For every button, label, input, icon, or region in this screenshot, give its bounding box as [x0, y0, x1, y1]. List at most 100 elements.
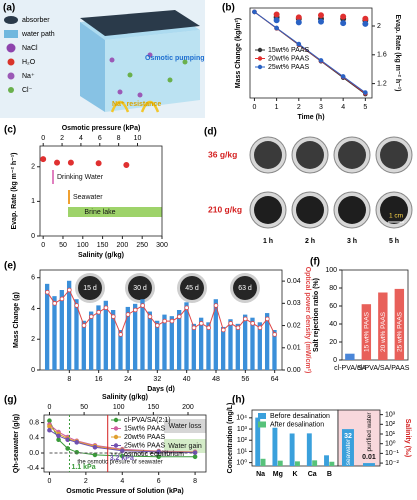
legend-marker: [257, 56, 263, 61]
x-tick-label: 56: [241, 376, 249, 383]
data-point: [59, 296, 65, 302]
bar: [140, 299, 145, 370]
data-point: [52, 301, 57, 306]
x-tick-label: 4: [120, 478, 124, 485]
membrane-side: [105, 30, 200, 112]
bar: [220, 326, 226, 370]
bar: [312, 460, 318, 466]
bar: [147, 311, 152, 370]
data-point: [119, 453, 125, 459]
x-tick-label: 50: [80, 404, 88, 411]
data-point: [89, 314, 94, 319]
data-point: [47, 427, 52, 433]
y-tick-label: 1: [31, 198, 35, 205]
x-tick-label: 6: [157, 478, 161, 485]
legend-label: After desalination: [270, 421, 324, 428]
bar: [169, 316, 174, 370]
y-tick-label: 60: [329, 303, 337, 310]
data-point: [40, 156, 47, 163]
bar: [44, 283, 50, 370]
group-label: cl-PVA/SA/PAAS: [357, 365, 410, 372]
legend-marker: [257, 47, 263, 53]
y-tick-label: 2: [31, 164, 35, 171]
y-tick-label: 10⁰: [385, 440, 396, 448]
panel-label: (h): [232, 395, 245, 406]
reference-label: 1.1 kPa: [71, 464, 95, 471]
x-tick-label: 5: [363, 104, 367, 111]
sample-photo: [380, 141, 408, 169]
data-point: [96, 309, 101, 315]
data-point: [155, 323, 160, 328]
y-tick-label: 80: [329, 285, 337, 292]
y-tick-label: 0: [333, 357, 337, 364]
x-tick-label: 100: [113, 404, 125, 411]
y2-axis-title: Salinity (‰): [404, 419, 411, 458]
data-point: [191, 325, 197, 331]
x-tick-label: 32: [153, 376, 161, 383]
legend-label: Na⁺: [22, 73, 35, 80]
annotation: Water gain: [168, 443, 202, 450]
data-point: [250, 321, 255, 326]
y-tick-label: 40: [329, 321, 337, 328]
legend-label: water path: [21, 31, 55, 38]
legend-marker: [113, 417, 119, 423]
data-point: [56, 437, 61, 443]
bar: [295, 461, 300, 466]
data-point: [156, 454, 161, 460]
data-point: [273, 11, 280, 18]
annotation: 63 d: [238, 285, 252, 292]
data-point: [169, 318, 175, 324]
plot-frame: [43, 414, 207, 473]
x-tick-label: 0: [48, 404, 52, 411]
legend-label: Before desalination: [270, 413, 330, 420]
y-axis-title: Concentration (mg/L): [227, 403, 234, 474]
data-point: [317, 12, 324, 19]
x-tick-label: 4: [341, 104, 345, 111]
y-tick-label: 0.04: [287, 278, 301, 285]
nacl-icon: [6, 43, 16, 53]
y-tick-label: 10⁻²: [385, 460, 399, 467]
data-point: [228, 321, 233, 326]
col-label: 3 h: [347, 238, 357, 245]
y-axis-title: Mass Change (kg/m²): [235, 18, 242, 88]
x-tick-label: 64: [271, 376, 279, 383]
water-path-icon: [4, 30, 18, 38]
bar: [277, 460, 283, 466]
legend-label: 15wt% PAAS: [268, 47, 309, 54]
annotation: Brine lake: [84, 209, 115, 216]
data-point: [296, 41, 302, 47]
legend-label: Cl⁻: [22, 87, 33, 94]
x-tick-label: 8: [193, 478, 197, 485]
data-point: [74, 303, 79, 308]
bar: [260, 458, 266, 466]
bar: [289, 433, 295, 466]
data-point: [257, 325, 263, 331]
category-label: 25 wt% PAAS: [396, 311, 403, 352]
data-point: [56, 433, 61, 439]
bar: [213, 299, 218, 370]
bar: [255, 417, 261, 466]
y-axis-title: Qh-seawater (g/g): [13, 414, 20, 473]
bar: [362, 463, 375, 466]
photo: [128, 276, 152, 300]
category-label: 20 wt% PAAS: [380, 311, 387, 352]
bar: [272, 427, 278, 466]
y-tick-label: 10²: [385, 421, 396, 428]
data-point: [363, 90, 368, 95]
x-tick-label: 4: [79, 135, 83, 142]
x-tick-label: 40: [183, 376, 191, 383]
x-axis-title: Days (d): [147, 386, 175, 393]
data-point: [111, 314, 116, 319]
bar: [125, 306, 130, 370]
loss-bg: [164, 419, 206, 433]
data-point: [177, 314, 182, 319]
ion: [182, 59, 188, 65]
y-tick-label: 0.00: [287, 367, 301, 374]
sample-photo: [338, 196, 366, 224]
sample-photo: [296, 141, 324, 169]
data-point: [133, 307, 138, 313]
x-tick-label: 0: [252, 104, 256, 111]
data-point: [317, 18, 324, 25]
x-tick-label: 2: [84, 478, 88, 485]
bar: [118, 330, 123, 370]
